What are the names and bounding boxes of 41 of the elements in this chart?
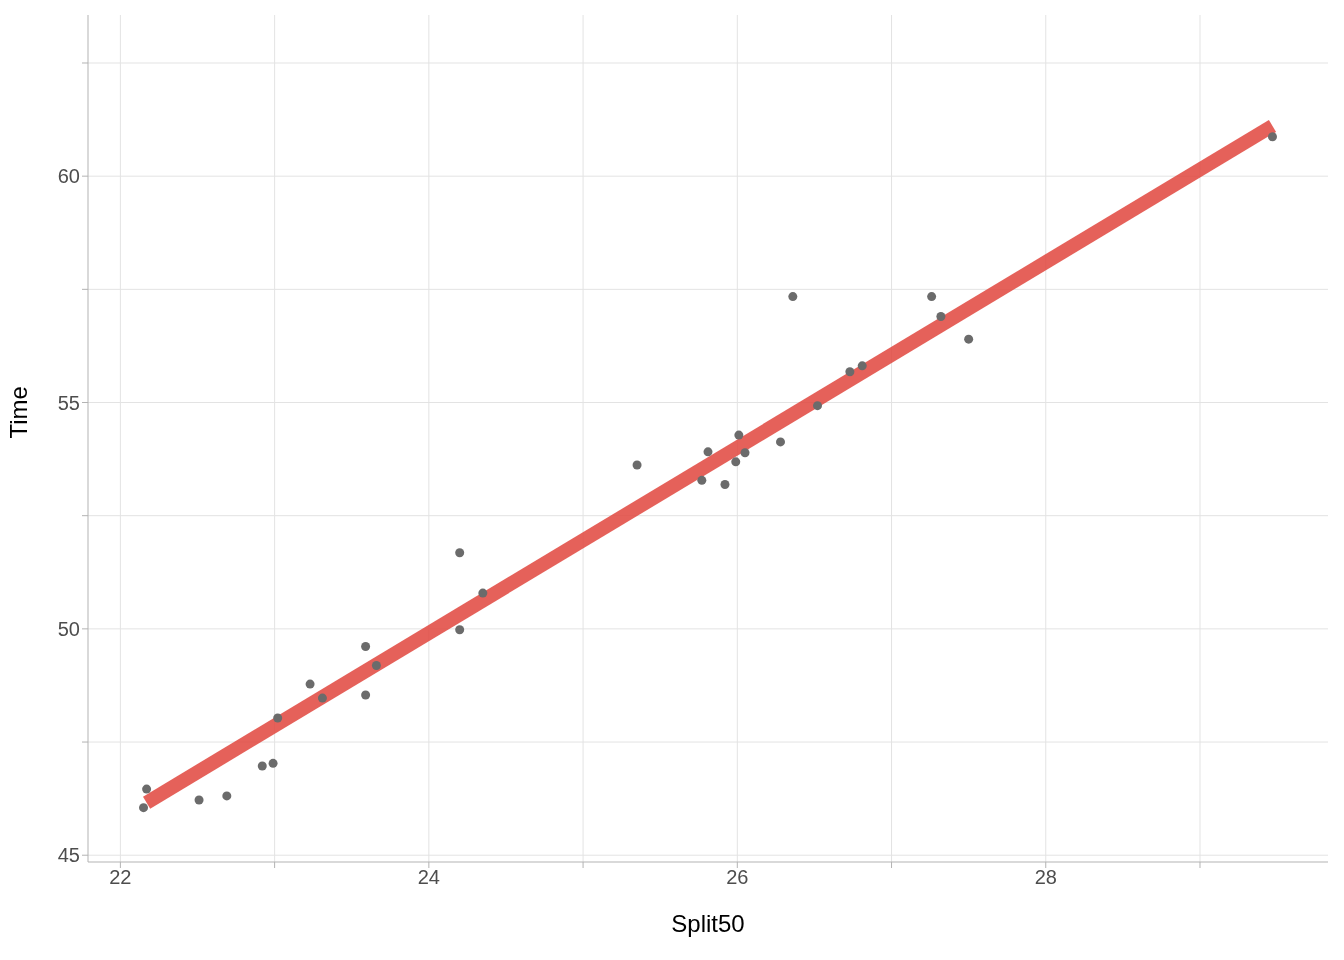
point — [775, 437, 785, 447]
point — [731, 457, 741, 467]
point — [455, 625, 465, 635]
point — [857, 361, 867, 371]
point — [703, 447, 713, 457]
point — [273, 713, 283, 723]
point — [734, 430, 744, 440]
point — [720, 479, 730, 489]
point — [222, 791, 232, 801]
point — [813, 401, 822, 411]
point — [268, 758, 278, 768]
point — [317, 693, 327, 703]
x-tick-label: 22 — [109, 866, 132, 889]
point — [936, 312, 946, 321]
y-tick-label: 50 — [57, 617, 80, 640]
x-tick-label: 28 — [1034, 866, 1057, 889]
point — [788, 292, 798, 302]
x-tick-label: 26 — [726, 866, 749, 889]
point — [257, 761, 267, 771]
point — [455, 548, 465, 558]
point — [371, 661, 381, 671]
y-tick-label: 55 — [57, 391, 80, 414]
point — [927, 292, 937, 302]
point — [740, 448, 750, 458]
point — [845, 367, 855, 377]
y-tick-label: 45 — [57, 844, 80, 867]
point — [305, 679, 315, 689]
y-tick-label: 60 — [57, 165, 80, 188]
y-axis-title: Time — [4, 386, 32, 439]
point — [142, 784, 152, 794]
point — [478, 588, 488, 598]
point — [964, 334, 974, 344]
point — [139, 803, 149, 813]
x-tick-label: 24 — [417, 866, 440, 889]
point — [361, 690, 371, 700]
x-axis-title: Split50 — [671, 910, 745, 937]
point — [194, 795, 204, 805]
point — [1267, 132, 1277, 142]
point — [697, 475, 707, 485]
point — [361, 642, 371, 652]
point — [632, 460, 642, 470]
